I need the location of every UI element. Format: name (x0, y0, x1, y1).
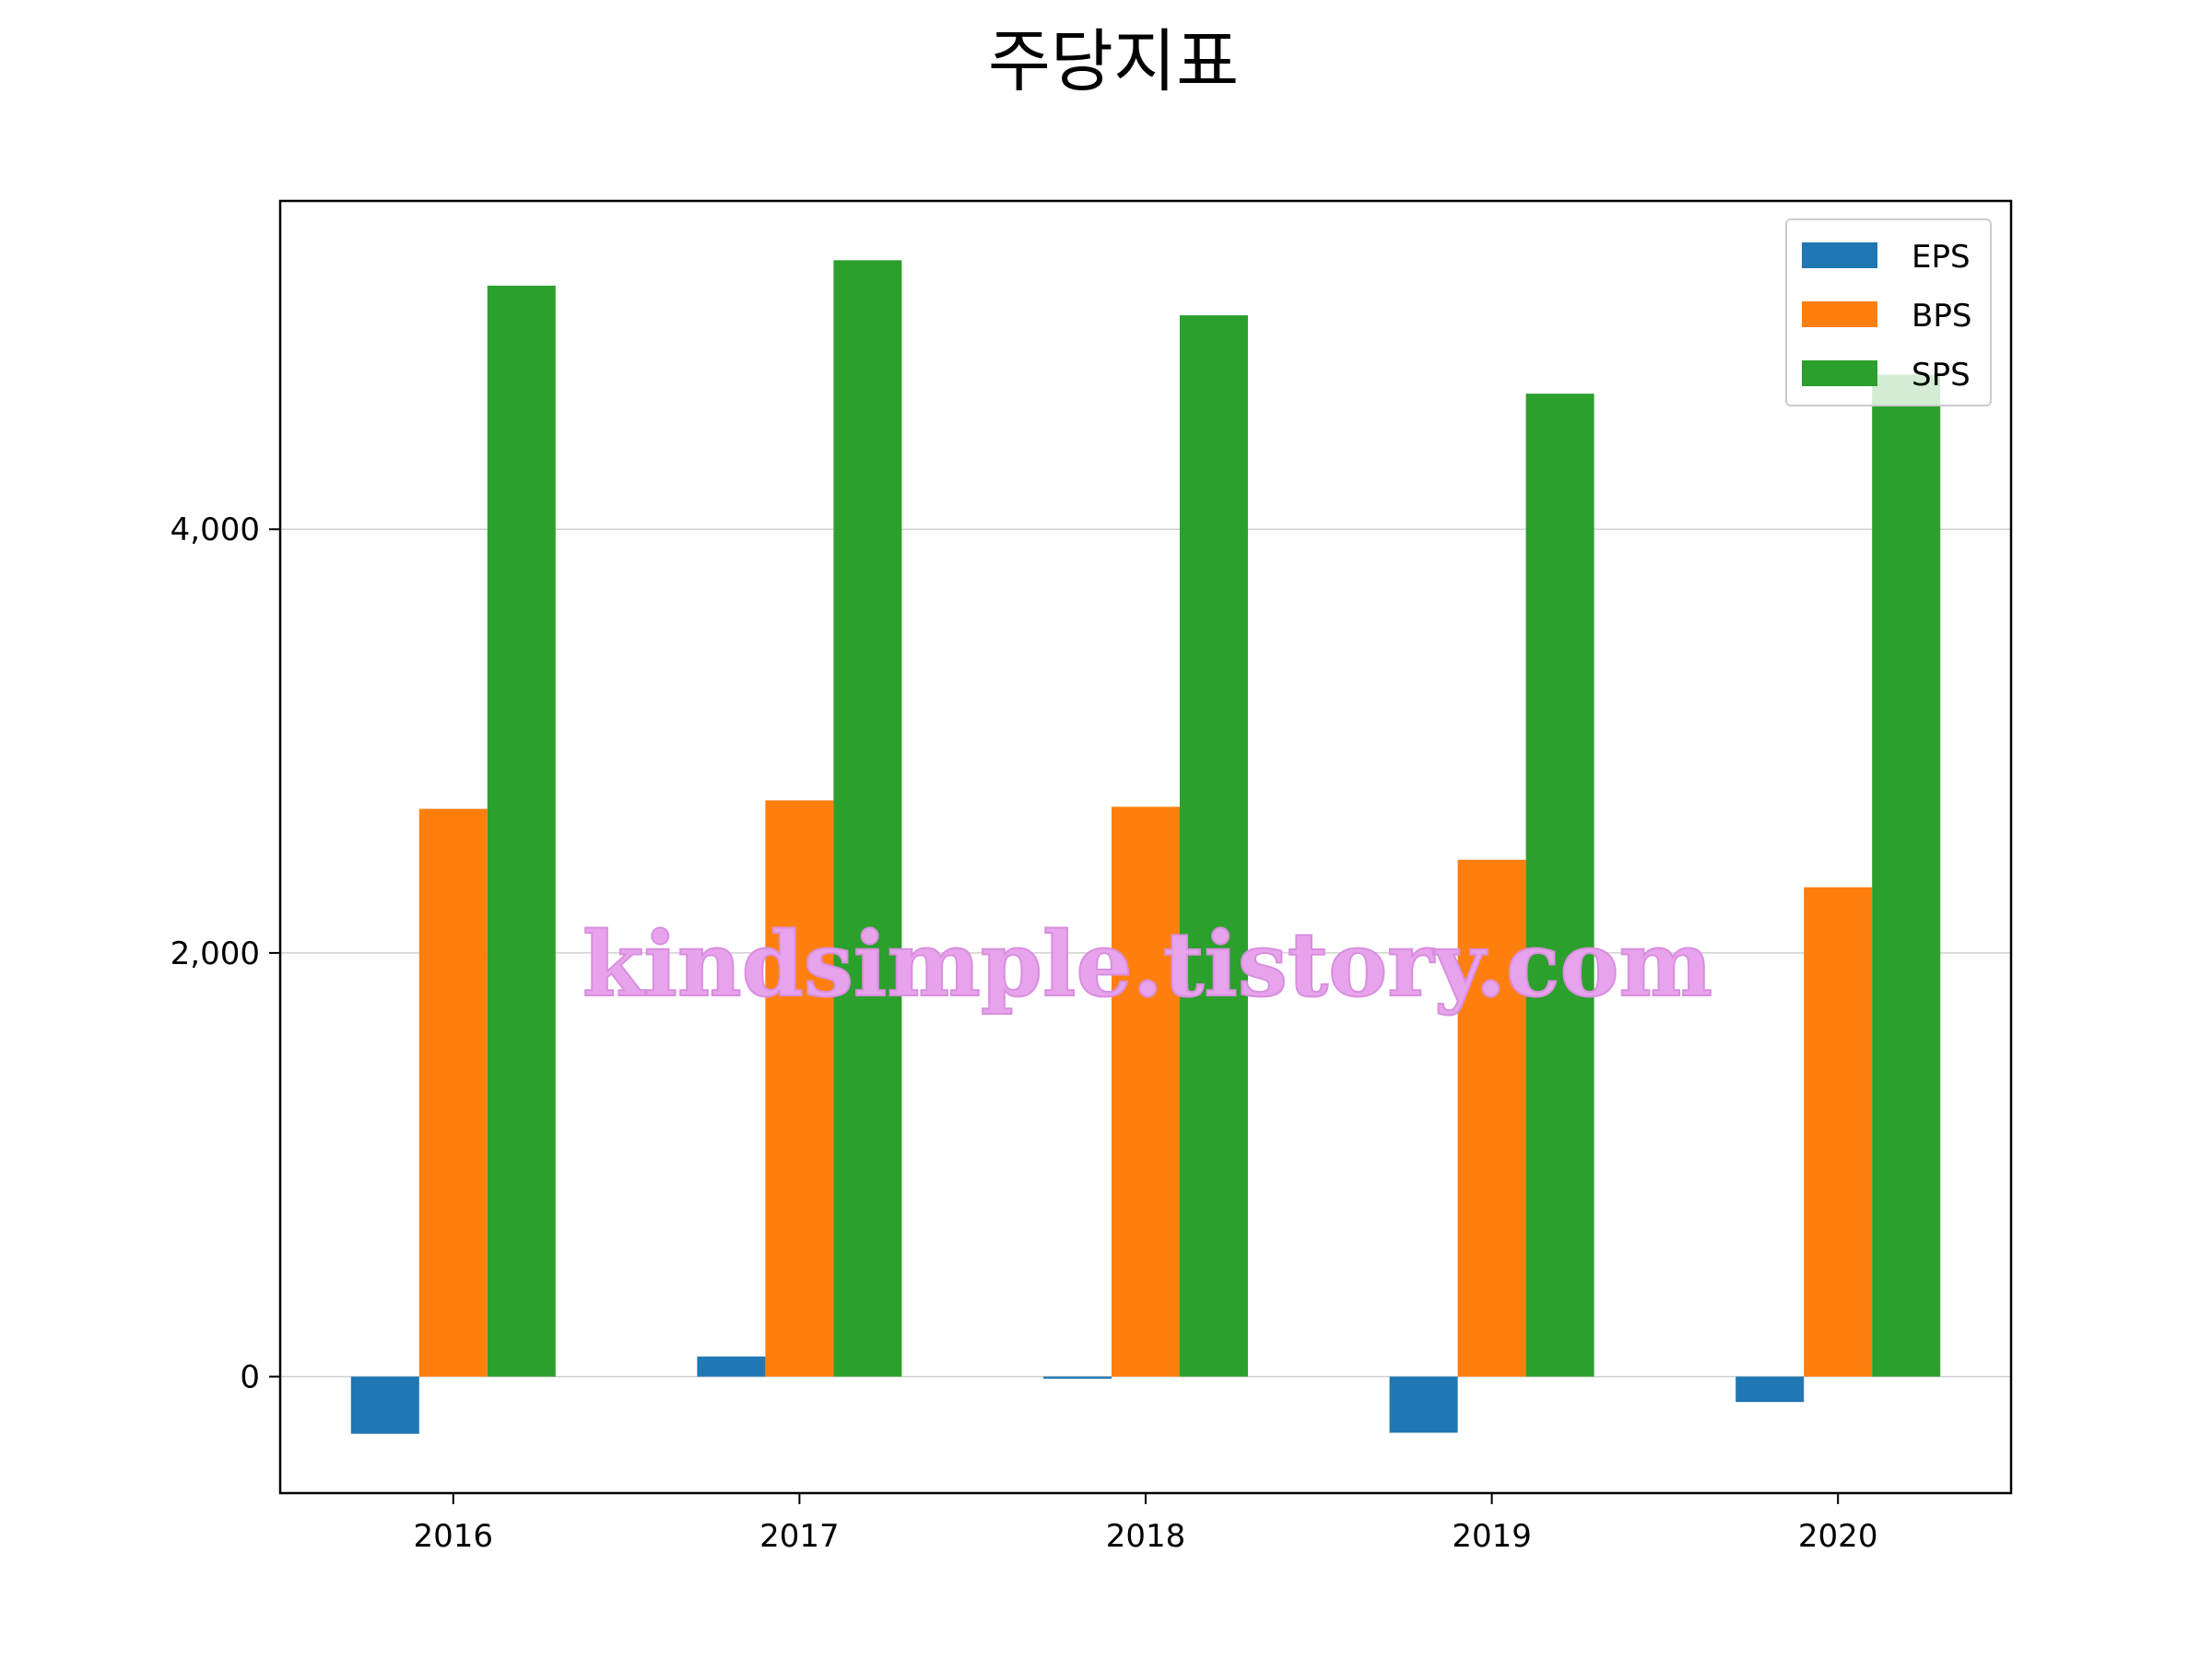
bar-bps-2019 (1457, 859, 1526, 1377)
legend-swatch-eps (1802, 242, 1877, 268)
bar-eps-2017 (697, 1356, 766, 1377)
x-axis: 2016 2017 2018 2019 2020 (414, 1493, 1878, 1555)
y-tick-label-2: 4,000 (171, 512, 260, 548)
bar-bps-2016 (418, 808, 488, 1377)
bar-sps-2017 (833, 260, 902, 1377)
bar-eps-2020 (1735, 1376, 1805, 1403)
watermark-text: kindsimple.tistory.com (582, 912, 1712, 1017)
y-tick-label-1: 2,000 (171, 935, 260, 972)
x-tick-label-2020: 2020 (1798, 1518, 1878, 1555)
bar-eps-2019 (1389, 1376, 1458, 1433)
legend: EPS BPS SPS (1785, 218, 1992, 406)
bar-sps-2019 (1525, 394, 1594, 1377)
y-tick-label-0: 0 (240, 1359, 260, 1396)
chart-title: 주당지표 (988, 22, 1239, 101)
bar-sps-2016 (487, 285, 556, 1377)
x-tick-label-2016: 2016 (414, 1518, 494, 1555)
legend-swatch-sps (1802, 360, 1877, 386)
legend-label-sps: SPS (1912, 357, 1971, 394)
y-axis: 0 2,000 4,000 (171, 512, 280, 1396)
bar-eps-2016 (350, 1376, 419, 1434)
bar-eps-2018 (1043, 1376, 1112, 1379)
x-tick-label-2019: 2019 (1452, 1518, 1532, 1555)
legend-label-bps: BPS (1912, 298, 1971, 335)
bar-bps-2018 (1112, 806, 1180, 1377)
legend-swatch-bps (1802, 301, 1877, 327)
legend-label-eps: EPS (1912, 239, 1971, 276)
bars (350, 260, 1941, 1434)
bar-sps-2018 (1180, 315, 1248, 1377)
plot-area: 0 2,000 4,000 2016 2017 2018 2019 2020 (171, 199, 2013, 1555)
x-tick-label-2018: 2018 (1106, 1518, 1186, 1555)
bar-bps-2017 (765, 800, 834, 1377)
bar-sps-2020 (1872, 374, 1941, 1377)
bar-bps-2020 (1804, 887, 1873, 1377)
x-tick-label-2017: 2017 (759, 1518, 840, 1555)
